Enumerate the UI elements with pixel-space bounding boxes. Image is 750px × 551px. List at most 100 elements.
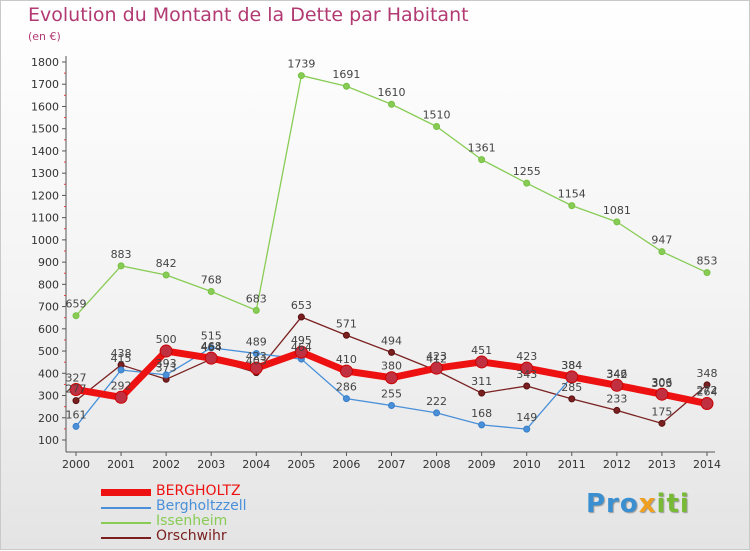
- data-label: 286: [336, 381, 357, 394]
- legend-label: Orschwihr: [156, 528, 227, 544]
- data-point: [162, 271, 170, 279]
- data-label: 384: [561, 359, 582, 372]
- data-point: [433, 122, 441, 130]
- data-point: [385, 371, 398, 385]
- x-tick-label: 2008: [423, 458, 451, 471]
- data-label: 149: [516, 411, 537, 424]
- data-label: 571: [336, 317, 357, 330]
- y-tick-label: 500: [38, 345, 59, 358]
- data-label: 494: [381, 334, 402, 347]
- y-tick-label: 1300: [31, 167, 59, 180]
- y-tick-label: 1700: [31, 78, 59, 91]
- data-label: 303: [651, 377, 672, 390]
- x-tick-label: 2012: [603, 458, 631, 471]
- data-point: [478, 389, 486, 397]
- data-label: 423: [516, 350, 537, 363]
- x-tick-label: 2009: [468, 458, 496, 471]
- data-point: [433, 409, 441, 417]
- data-label: 1610: [378, 86, 406, 99]
- data-label: 403: [246, 355, 267, 368]
- y-tick-label: 200: [38, 412, 59, 425]
- data-label: 255: [381, 388, 402, 401]
- data-label: 327: [66, 372, 87, 385]
- data-label: 380: [381, 360, 402, 373]
- data-label: 1361: [468, 142, 496, 155]
- x-tick-label: 2011: [558, 458, 586, 471]
- proxiti-logo: Proxiti: [586, 489, 690, 519]
- data-point: [207, 344, 215, 352]
- data-point: [388, 348, 395, 356]
- legend-swatch: [101, 522, 151, 524]
- data-point: [72, 397, 80, 405]
- logo-part-3: iti: [656, 489, 690, 519]
- data-label: 292: [111, 379, 132, 392]
- logo-part-1: Pro: [586, 489, 639, 519]
- data-label: 1691: [332, 68, 360, 81]
- data-label: 272: [697, 384, 718, 397]
- data-point: [252, 306, 260, 314]
- data-label: 883: [111, 248, 132, 261]
- data-label: 768: [201, 273, 222, 286]
- data-label: 1739: [287, 58, 315, 71]
- data-point: [294, 345, 308, 359]
- x-tick-label: 2010: [513, 458, 541, 471]
- y-tick-label: 1500: [31, 123, 59, 136]
- data-label: 277: [66, 383, 87, 396]
- data-label: 1255: [513, 165, 541, 178]
- data-point: [249, 361, 263, 375]
- data-label: 1510: [423, 108, 451, 121]
- data-point: [69, 383, 83, 397]
- data-label: 222: [426, 395, 447, 408]
- data-point: [475, 355, 489, 369]
- data-label: 410: [336, 353, 357, 366]
- data-point: [162, 371, 170, 379]
- legend-label: BERGHOLTZ: [156, 483, 241, 499]
- data-label: 464: [291, 341, 312, 354]
- legend-swatch: [101, 507, 151, 509]
- legend-item: BERGHOLTZ: [101, 483, 351, 500]
- data-label: 853: [697, 255, 718, 268]
- data-point: [297, 72, 305, 80]
- series-line-2: [75, 74, 708, 317]
- data-point: [520, 361, 534, 375]
- legend-swatch: [101, 537, 151, 539]
- data-point: [430, 361, 444, 375]
- legend-label: Issenheim: [156, 513, 228, 529]
- data-label: 495: [291, 334, 312, 347]
- legend-item: Orschwihr: [101, 528, 351, 545]
- data-label: 423: [246, 350, 267, 363]
- data-point: [117, 262, 125, 270]
- data-point: [700, 397, 714, 411]
- data-label: 346: [606, 367, 627, 380]
- data-point: [342, 331, 350, 339]
- data-point: [342, 395, 350, 403]
- y-tick-label: 800: [38, 278, 59, 291]
- data-point: [613, 406, 621, 414]
- data-label: 515: [201, 330, 222, 343]
- data-label: 233: [606, 392, 627, 405]
- data-point: [72, 422, 80, 430]
- data-point: [478, 421, 486, 429]
- data-point: [568, 202, 576, 210]
- data-point: [388, 100, 395, 108]
- data-label: 264: [697, 386, 718, 399]
- data-point: [610, 378, 624, 392]
- legend-item: Bergholtzzell: [101, 498, 351, 515]
- data-point: [523, 425, 531, 433]
- logo-part-2: x: [638, 489, 657, 519]
- data-label: 451: [471, 344, 492, 357]
- data-label: 1081: [603, 204, 631, 217]
- x-tick-label: 2001: [107, 458, 135, 471]
- data-point: [72, 312, 80, 320]
- x-tick-label: 2005: [287, 458, 315, 471]
- y-tick-label: 100: [38, 434, 59, 447]
- y-tick-label: 1100: [31, 212, 59, 225]
- data-label: 373: [156, 361, 177, 374]
- data-label: 438: [111, 347, 132, 360]
- y-tick-label: 1600: [31, 100, 59, 113]
- legend-swatch: [101, 489, 151, 496]
- legend-item: Issenheim: [101, 513, 351, 530]
- x-tick-label: 2000: [62, 458, 90, 471]
- data-label: 161: [66, 408, 87, 421]
